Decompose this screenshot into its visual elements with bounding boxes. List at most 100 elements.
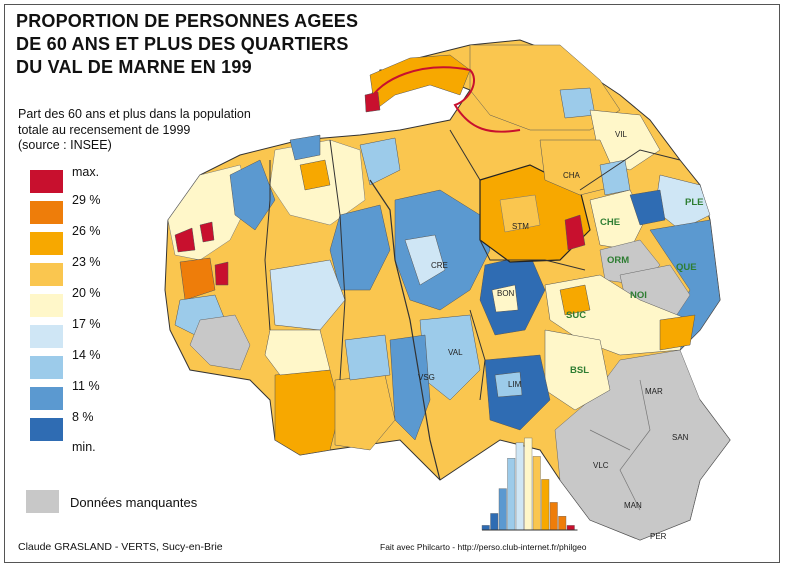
distribution-histogram: [481, 437, 578, 531]
legend-swatch-3: [30, 232, 63, 255]
zone-west-red-1: [174, 227, 196, 253]
map-label-mar: MAR: [645, 387, 663, 396]
author-credit: Claude GRASLAND - VERTS, Sucy-en-Brie: [18, 541, 223, 553]
histogram-bar: [490, 513, 499, 531]
zone-cha: [539, 139, 621, 196]
map-label-cha: CHA: [563, 171, 581, 180]
map-label-orm: ORM: [607, 255, 629, 266]
legend-tick-max: max.: [72, 165, 100, 179]
histogram-bar: [541, 479, 550, 531]
zone-north-blue-1: [359, 137, 401, 186]
seine-river: [369, 179, 441, 481]
subtitle-line-2: totale au recensement de 1999: [18, 122, 191, 137]
commune-border-5: [469, 309, 486, 401]
subtitle-line-3: (source : INSEE): [18, 138, 112, 152]
zone-southwest-blue: [344, 334, 391, 381]
legend-tick-14: 14 %: [72, 348, 101, 362]
map-label-san: SAN: [672, 433, 689, 442]
histogram-bar: [515, 442, 524, 531]
map-label-vlc: VLC: [593, 461, 609, 470]
legend-swatch-9: [30, 418, 63, 441]
legend-swatch-8: [30, 387, 63, 410]
commune-border-2: [329, 139, 346, 381]
zone-bon-light: [491, 284, 519, 313]
legend-swatch-6: [30, 325, 63, 348]
zone-stm-light: [499, 194, 541, 233]
histogram-bar: [549, 502, 558, 531]
zone-west-red-3: [214, 261, 229, 286]
title-line-2: DE 60 ANS ET PLUS DES QUARTIERS: [16, 34, 349, 54]
zone-cre-light: [404, 234, 446, 286]
legend-tick-23: 23 %: [72, 255, 101, 269]
zone-central-blue-west: [329, 204, 391, 291]
commune-border-4: [449, 129, 481, 181]
map-label-che: CHE: [600, 217, 620, 228]
map-label-bsl: BSL: [570, 365, 589, 376]
map-label-cre: CRE: [431, 261, 448, 270]
map-label-lim: LIM: [508, 380, 522, 389]
zone-central-pale: [269, 259, 346, 331]
title-line-3: DU VAL DE MARNE EN 199: [16, 57, 252, 77]
commune-border-6: [579, 149, 681, 191]
zone-north-central-orange: [299, 159, 331, 191]
legend-swatch-4: [30, 263, 63, 286]
zone-suc-orange: [659, 314, 696, 351]
zone-southeast-grey-line-2: [589, 429, 631, 451]
zone-stm-red: [564, 214, 586, 251]
legend-swatch-2: [30, 201, 63, 224]
zone-northeast-blue: [559, 87, 596, 119]
legend-swatch-7: [30, 356, 63, 379]
map-label-bon: BON: [497, 289, 515, 298]
zone-north-blue-2: [289, 134, 321, 161]
histogram-bar: [558, 516, 567, 531]
map-label-stm: STM: [512, 222, 529, 231]
zone-southwest-grey: [189, 314, 251, 371]
legend-tick-min: min.: [72, 440, 96, 454]
zone-west-orange: [179, 257, 216, 301]
map-label-man: MAN: [624, 501, 642, 510]
histogram-bar: [507, 458, 516, 531]
map-label-ple: PLE: [685, 197, 703, 208]
zone-che: [589, 189, 646, 251]
histogram-bar: [481, 525, 490, 531]
zone-lim-light: [494, 371, 523, 398]
legend-swatch-5: [30, 294, 63, 317]
zone-cha-blue: [599, 159, 631, 196]
map-label-vil: VIL: [615, 130, 628, 139]
map-label-val: VAL: [448, 348, 463, 357]
marne-river: [369, 66, 521, 133]
legend-tick-20: 20 %: [72, 286, 101, 300]
histogram-bar: [532, 456, 541, 531]
zone-southeast-grey: [554, 349, 731, 541]
subtitle-line-1: Part des 60 ans et plus dans la populati…: [18, 107, 251, 121]
zone-vsg: [389, 334, 431, 441]
histogram-bar: [498, 488, 507, 531]
legend-tick-17: 17 %: [72, 317, 101, 331]
map-label-per: PER: [650, 532, 667, 541]
zone-bsl-orange: [559, 284, 591, 316]
legend-swatch-1: [30, 170, 63, 193]
legend-tick-29: 29 %: [72, 193, 101, 207]
map-label-vsg: VSG: [418, 373, 435, 382]
zone-southwest-light: [264, 329, 331, 376]
zone-north-bend: [369, 54, 471, 111]
map-label-que: QUE: [676, 262, 697, 273]
missing-data-label: Données manquantes: [70, 495, 198, 510]
zone-ple-dark: [629, 189, 666, 226]
commune-border-3: [479, 239, 586, 271]
map-label-noi: NOI: [630, 290, 647, 301]
zone-southeast-grey-line-1: [619, 379, 651, 511]
legend-tick-11: 11 %: [72, 379, 100, 393]
title-line-1: PROPORTION DE PERSONNES AGEES: [16, 11, 359, 31]
map-label-suc: SUC: [566, 310, 586, 321]
legend-tick-8: 8 %: [72, 410, 94, 424]
histogram-bar: [566, 525, 575, 531]
map-subtitle: Part des 60 ans et plus dans la populati…: [18, 107, 251, 154]
software-credit: Fait avec Philcarto - http://perso.club-…: [380, 542, 587, 552]
histogram-bar: [524, 437, 533, 531]
zone-west-blue: [229, 159, 276, 231]
commune-border-1: [264, 160, 271, 331]
zone-southwest-orange: [274, 369, 341, 456]
legend-tick-26: 26 %: [72, 224, 101, 238]
zone-west-red-2: [199, 221, 215, 243]
